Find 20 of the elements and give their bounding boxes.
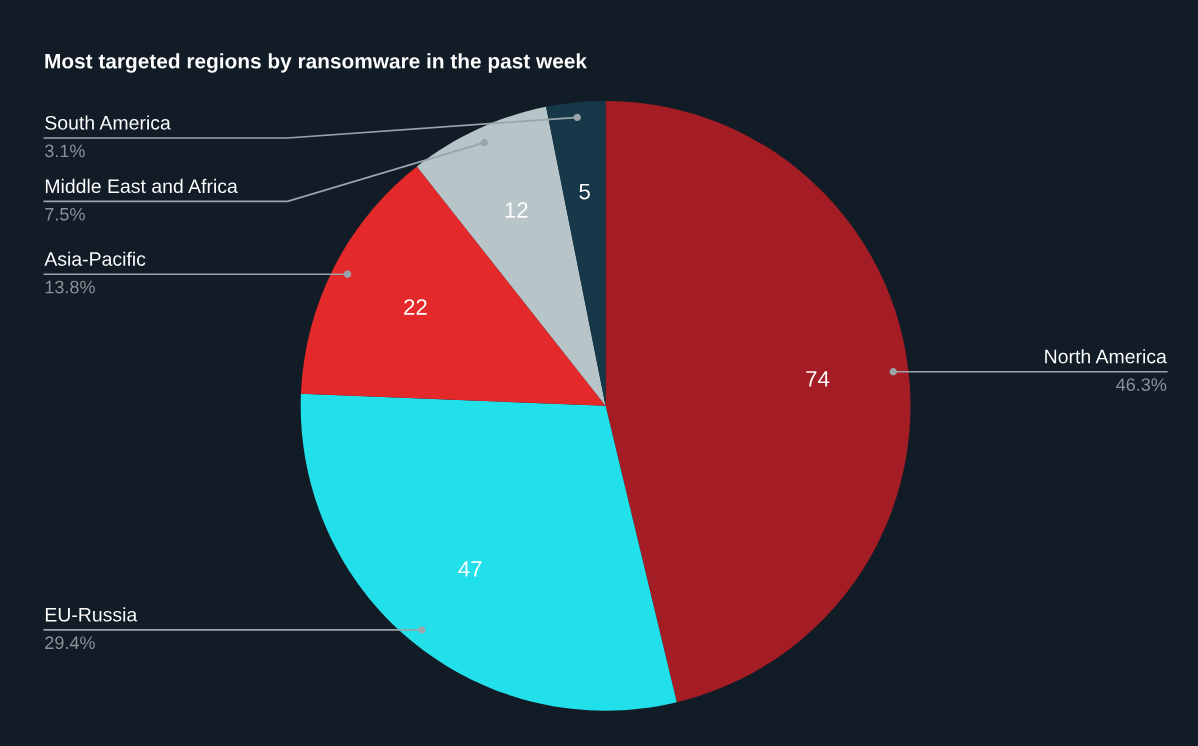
text: 29.4% [45, 636, 95, 650]
text: 7.5% [45, 207, 85, 221]
data-label: 74 [806, 371, 830, 387]
pie-slice [546, 100, 606, 406]
slice-label: Asia-Pacific [44, 251, 146, 266]
text: 46.3% [1116, 378, 1167, 391]
chart-title: Most targeted regions by ransomware in the past week [45, 53, 587, 73]
slice-label: Middle East and Africa [45, 178, 238, 194]
slice-label: South America [45, 115, 171, 130]
slice-label: North America [1045, 349, 1167, 364]
data-label: 12 [505, 202, 528, 218]
pie-slice [300, 166, 606, 406]
data-label: 22 [404, 299, 427, 315]
slice-label: EU-Russia [45, 607, 138, 622]
pie-slice [605, 100, 911, 703]
pie-slice [300, 393, 677, 711]
text: 3.1% [45, 144, 85, 158]
data-label: 47 [458, 561, 482, 577]
data-label: 5 [579, 183, 590, 200]
text: 13.8% [45, 280, 95, 294]
